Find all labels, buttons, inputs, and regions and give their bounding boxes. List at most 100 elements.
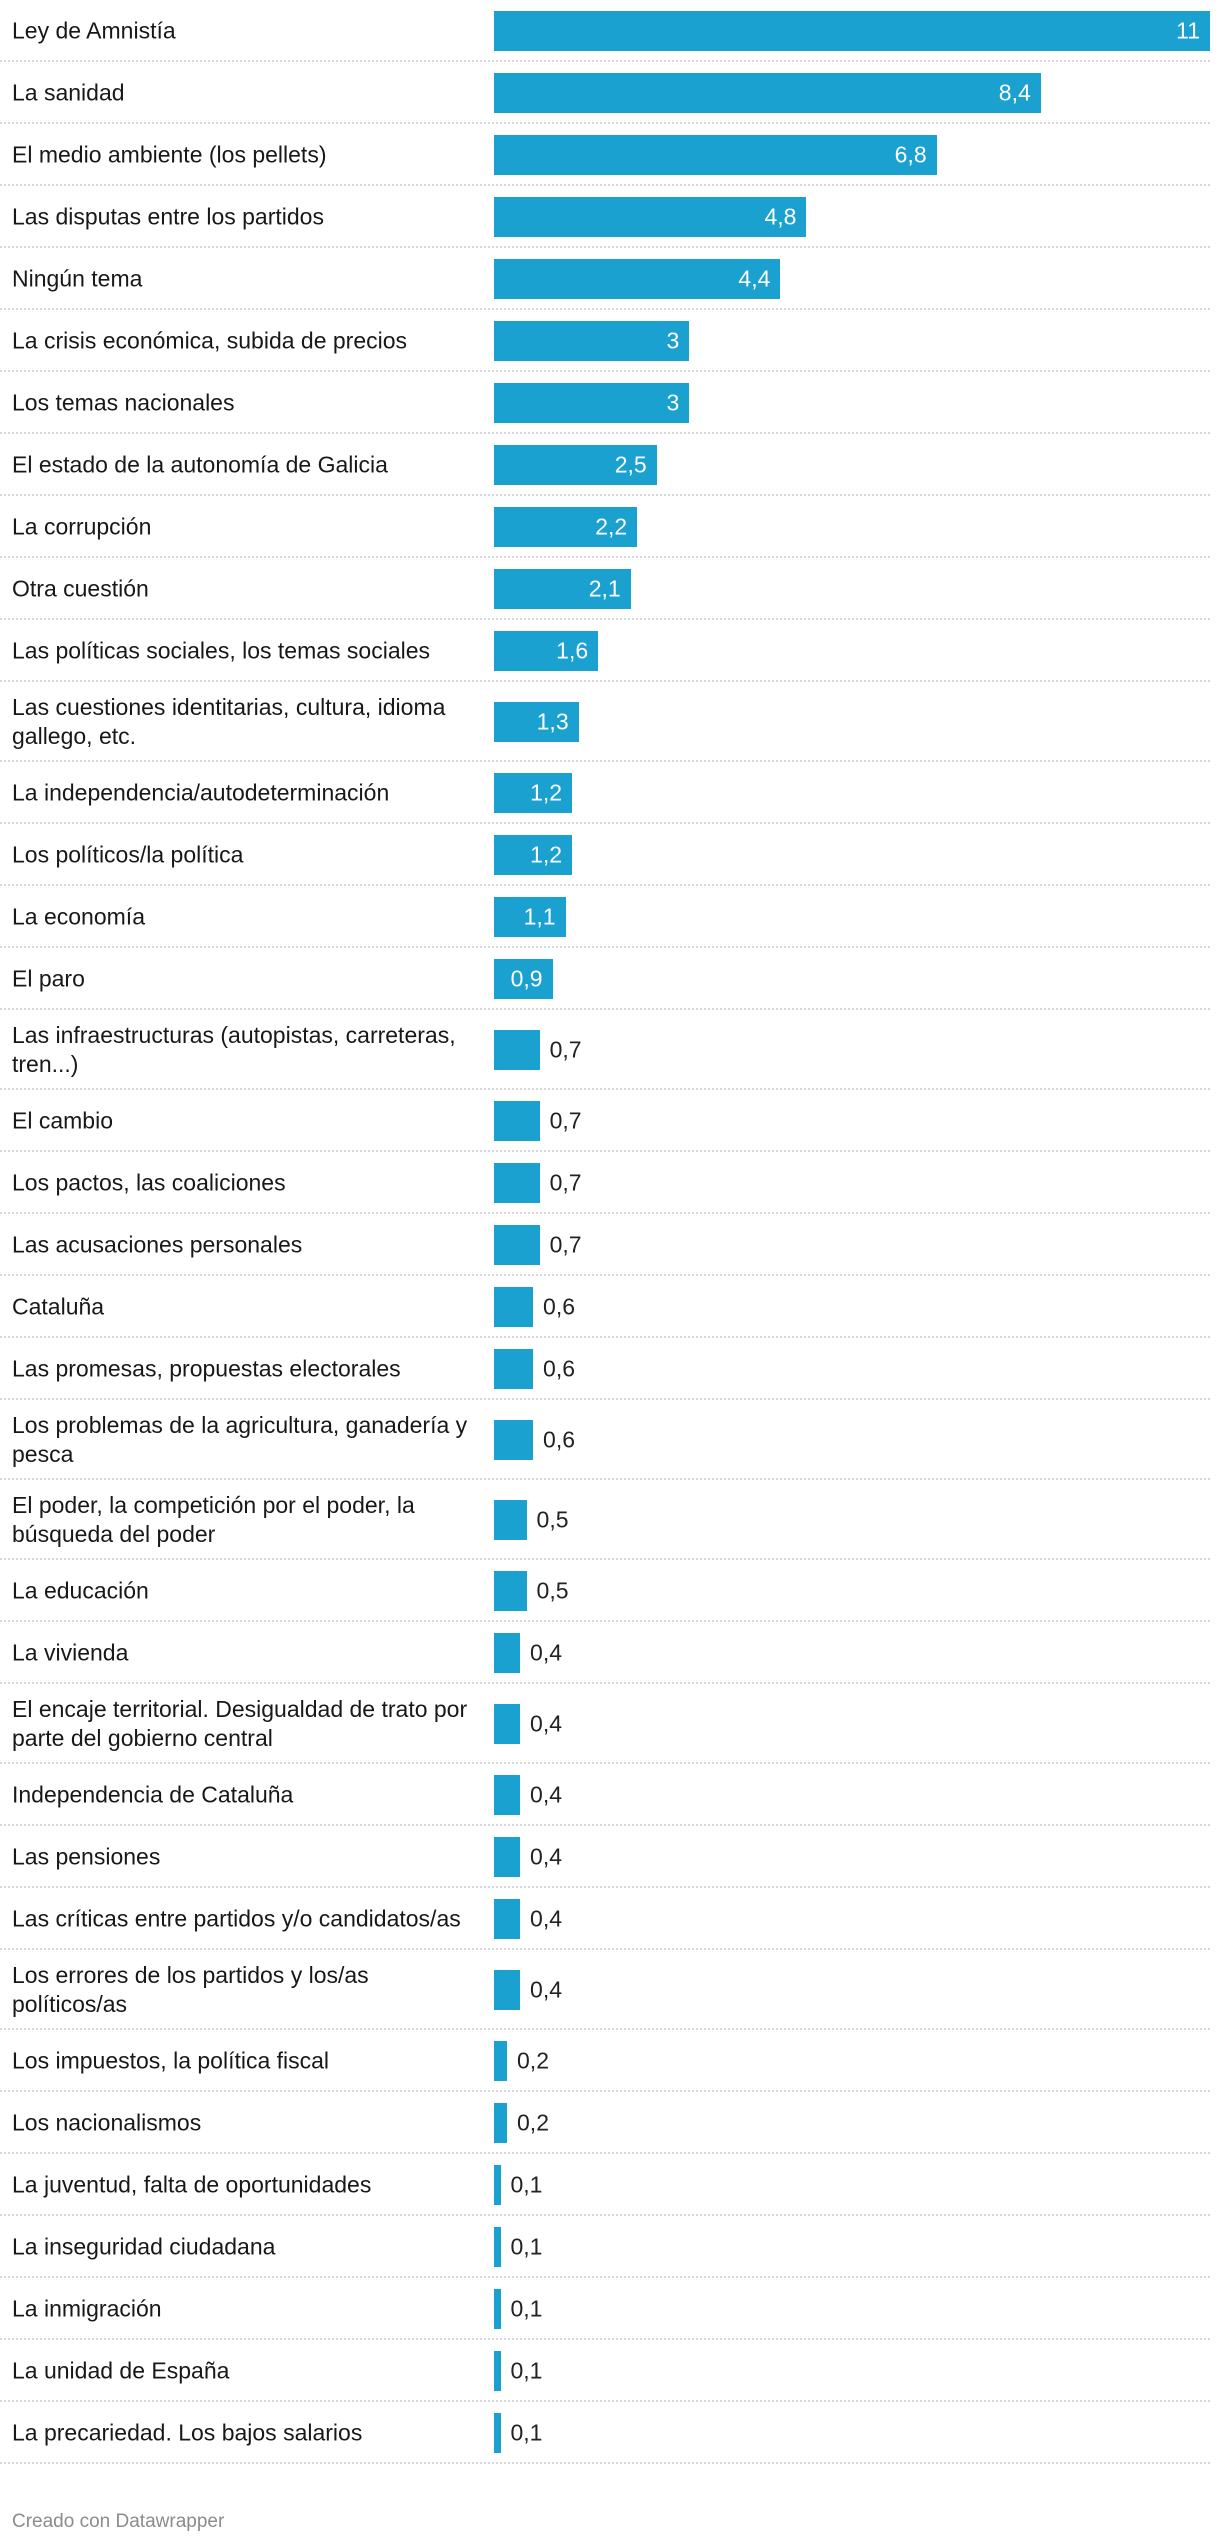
value-label: 1,3: [536, 708, 569, 735]
chart-row: La independencia/autodeterminación 1,2: [0, 762, 1210, 824]
category-label: La educación: [12, 1577, 149, 1604]
chart-row: La inseguridad ciudadana 0,1: [0, 2216, 1210, 2278]
bar: [494, 2041, 508, 2081]
chart-row: Los nacionalismos 0,2: [0, 2092, 1210, 2154]
chart-row: La juventud, falta de oportunidades 0,1: [0, 2154, 1210, 2216]
bar: [494, 897, 566, 937]
bar: [494, 1970, 521, 2010]
chart-row: La unidad de España 0,1: [0, 2340, 1210, 2402]
category-label: El poder, la competición por el poder, l…: [12, 1492, 415, 1547]
value-label: 0,4: [530, 1976, 563, 2003]
bar: [494, 702, 579, 742]
category-label: La crisis económica, subida de precios: [12, 327, 408, 354]
chart-row: La economía 1,1: [0, 886, 1210, 948]
chart-row: Las disputas entre los partidos 4,8: [0, 186, 1210, 248]
bar: [494, 1837, 521, 1877]
category-label: Los pactos, las coaliciones: [12, 1169, 286, 1196]
bar: [494, 1500, 527, 1540]
chart-row: Cataluña 0,6: [0, 1276, 1210, 1338]
bar: [494, 507, 638, 547]
value-label: 4,4: [738, 265, 771, 292]
chart-row: El medio ambiente (los pellets) 6,8: [0, 124, 1210, 186]
category-label: Los errores de los partidos y los/as pol…: [12, 1962, 369, 2017]
value-label: 0,4: [530, 1781, 563, 1808]
category-label: El estado de la autonomía de Galicia: [12, 451, 388, 478]
chart-row: Otra cuestión 2,1: [0, 558, 1210, 620]
category-label: Las políticas sociales, los temas social…: [12, 637, 431, 664]
chart-row: La crisis económica, subida de precios 3: [0, 310, 1210, 372]
bar: [494, 2165, 501, 2205]
bar: [494, 1225, 540, 1265]
bar: [494, 1775, 521, 1815]
bar: [494, 197, 807, 237]
category-label: La vivienda: [12, 1639, 129, 1666]
value-label: 0,7: [549, 1231, 582, 1258]
bar: [494, 259, 781, 299]
bar: [494, 1571, 527, 1611]
bar: [494, 2103, 508, 2143]
chart-row: El paro 0,9: [0, 948, 1210, 1010]
category-label: La inmigración: [12, 2295, 162, 2322]
value-label: 0,4: [530, 1905, 563, 1932]
category-label: Las cuestiones identitarias, cultura, id…: [12, 694, 446, 749]
category-label: Las disputas entre los partidos: [12, 203, 324, 230]
chart-row: Ningún tema 4,4: [0, 248, 1210, 310]
chart-row: Independencia de Cataluña 0,4: [0, 1764, 1210, 1826]
value-label: 0,1: [510, 2357, 543, 2384]
bar: [494, 2351, 501, 2391]
bar: [494, 321, 690, 361]
value-label: 0,7: [549, 1169, 582, 1196]
bar: [494, 959, 553, 999]
chart-row: Los temas nacionales 3: [0, 372, 1210, 434]
category-label: Las promesas, propuestas electorales: [12, 1355, 401, 1382]
chart-row: Las infraestructuras (autopistas, carret…: [0, 1010, 1210, 1090]
chart-row: Los errores de los partidos y los/as pol…: [0, 1950, 1210, 2030]
value-label: 1,2: [530, 841, 563, 868]
bar: [494, 11, 1210, 51]
category-label: Las acusaciones personales: [12, 1231, 303, 1258]
chart-row: El poder, la competición por el poder, l…: [0, 1480, 1210, 1560]
category-label: Cataluña: [12, 1293, 105, 1320]
chart-row: El cambio 0,7: [0, 1090, 1210, 1152]
bar: [494, 2289, 501, 2329]
value-label: 2,5: [614, 451, 647, 478]
value-label: 2,2: [595, 513, 628, 540]
category-label: El medio ambiente (los pellets): [12, 141, 327, 168]
category-label: Las infraestructuras (autopistas, carret…: [12, 1022, 456, 1077]
bar: [494, 1899, 521, 1939]
bar: [494, 1420, 534, 1460]
value-label: 0,2: [517, 2109, 549, 2136]
category-label: Los problemas de la agricultura, ganader…: [12, 1412, 468, 1467]
bar: [494, 1633, 521, 1673]
value-label: 0,4: [530, 1710, 563, 1737]
category-label: La independencia/autodeterminación: [12, 779, 390, 806]
value-label: 1,2: [530, 779, 563, 806]
chart-row: Las pensiones 0,4: [0, 1826, 1210, 1888]
category-label: El encaje territorial. Desigualdad de tr…: [12, 1696, 468, 1751]
category-label: La economía: [12, 903, 145, 930]
value-label: 0,6: [543, 1426, 576, 1453]
bar: [494, 135, 937, 175]
value-label: 0,1: [510, 2419, 543, 2446]
value-label: 0,4: [530, 1639, 563, 1666]
category-label: Los políticos/la política: [12, 841, 244, 868]
chart-row: Las acusaciones personales 0,7: [0, 1214, 1210, 1276]
chart-row: Los impuestos, la política fiscal 0,2: [0, 2030, 1210, 2092]
chart-row: Los políticos/la política 1,2: [0, 824, 1210, 886]
bar: [494, 73, 1041, 113]
bar: [494, 1030, 540, 1070]
chart-row: La precariedad. Los bajos salarios 0,1: [0, 2402, 1210, 2464]
bar: [494, 445, 657, 485]
chart-row: Los problemas de la agricultura, ganader…: [0, 1400, 1210, 1480]
category-label: Los impuestos, la política fiscal: [12, 2047, 330, 2074]
chart-row: Las cuestiones identitarias, cultura, id…: [0, 682, 1210, 762]
chart-row: La inmigración 0,1: [0, 2278, 1210, 2340]
chart-row: Los pactos, las coaliciones 0,7: [0, 1152, 1210, 1214]
chart-row: Ley de Amnistía 11: [0, 0, 1210, 62]
value-label: 11: [1176, 17, 1200, 44]
category-label: Ningún tema: [12, 265, 143, 292]
value-label: 0,1: [510, 2233, 543, 2260]
value-label: 3: [666, 389, 680, 416]
bar: [494, 1704, 521, 1744]
